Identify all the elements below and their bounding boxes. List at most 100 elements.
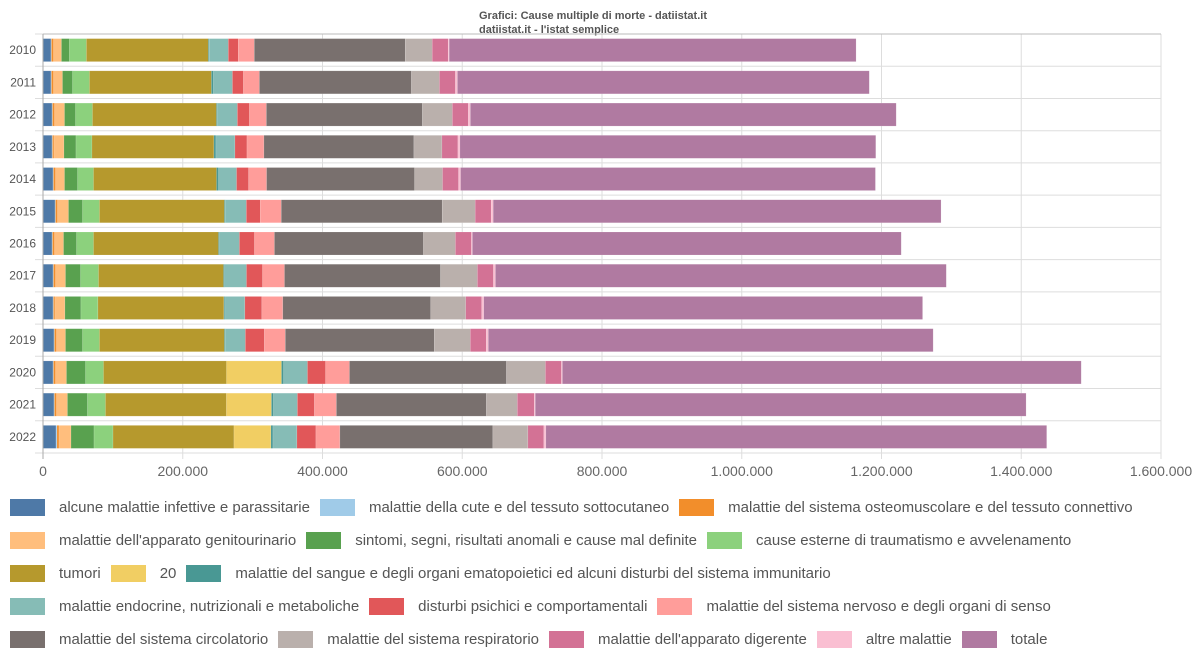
bar-segment[interactable] [273, 393, 297, 416]
bar-segment[interactable] [232, 71, 243, 94]
bar-segment[interactable] [64, 135, 76, 158]
bar-segment[interactable] [562, 361, 1081, 384]
bar-segment[interactable] [254, 39, 405, 62]
bar-segment[interactable] [64, 232, 77, 255]
legend-item[interactable]: disturbi psichici e comportamentali [369, 597, 647, 616]
bar-segment[interactable] [262, 264, 284, 287]
bar-segment[interactable] [431, 296, 466, 319]
bar-segment[interactable] [56, 329, 65, 352]
bar-segment[interactable] [66, 361, 85, 384]
bar-segment[interactable] [482, 296, 484, 319]
bar-segment[interactable] [442, 135, 458, 158]
bar-segment[interactable] [56, 200, 58, 223]
bar-segment[interactable] [56, 393, 67, 416]
bar-segment[interactable] [234, 425, 271, 448]
bar-segment[interactable] [78, 168, 94, 191]
bar-segment[interactable] [43, 296, 53, 319]
bar-segment[interactable] [458, 135, 460, 158]
bar-segment[interactable] [493, 264, 495, 287]
bar-segment[interactable] [43, 168, 53, 191]
bar-segment[interactable] [486, 329, 488, 352]
bar-segment[interactable] [245, 296, 262, 319]
bar-segment[interactable] [472, 232, 901, 255]
bar-segment[interactable] [484, 296, 923, 319]
bar-segment[interactable] [452, 103, 468, 126]
legend-item[interactable]: totale [962, 630, 1048, 649]
bar-segment[interactable] [470, 329, 486, 352]
bar-segment[interactable] [62, 71, 72, 94]
bar-segment[interactable] [43, 393, 54, 416]
bar-segment[interactable] [55, 232, 64, 255]
bar-segment[interactable] [219, 168, 237, 191]
bar-segment[interactable] [56, 361, 67, 384]
bar-segment[interactable] [237, 103, 249, 126]
bar-segment[interactable] [98, 296, 224, 319]
bar-segment[interactable] [449, 39, 856, 62]
bar-segment[interactable] [297, 425, 316, 448]
bar-segment[interactable] [546, 425, 1047, 448]
bar-segment[interactable] [58, 200, 69, 223]
bar-segment[interactable] [271, 393, 273, 416]
bar-segment[interactable] [307, 361, 325, 384]
legend-item[interactable]: malattie del sistema circolatorio [10, 630, 268, 649]
bar-segment[interactable] [59, 425, 71, 448]
bar-segment[interactable] [217, 103, 237, 126]
bar-segment[interactable] [314, 393, 336, 416]
bar-segment[interactable] [43, 200, 55, 223]
bar-segment[interactable] [238, 39, 254, 62]
bar-segment[interactable] [43, 361, 53, 384]
legend-item[interactable]: malattie della cute e del tessuto sottoc… [320, 498, 669, 517]
bar-segment[interactable] [216, 168, 218, 191]
bar-segment[interactable] [459, 168, 461, 191]
bar-segment[interactable] [104, 361, 227, 384]
bar-segment[interactable] [486, 393, 517, 416]
legend-item[interactable]: malattie dell'apparato digerente [549, 630, 807, 649]
bar-segment[interactable] [113, 425, 234, 448]
bar-segment[interactable] [55, 103, 65, 126]
bar-segment[interactable] [94, 232, 219, 255]
bar-segment[interactable] [56, 168, 65, 191]
bar-segment[interactable] [55, 296, 65, 319]
bar-segment[interactable] [455, 232, 471, 255]
legend-item[interactable]: altre malattie [817, 630, 952, 649]
bar-segment[interactable] [495, 264, 946, 287]
bar-segment[interactable] [65, 296, 81, 319]
bar-segment[interactable] [544, 425, 546, 448]
bar-segment[interactable] [545, 361, 561, 384]
bar-segment[interactable] [94, 425, 113, 448]
bar-segment[interactable] [43, 425, 56, 448]
bar-segment[interactable] [209, 39, 228, 62]
bar-segment[interactable] [72, 71, 89, 94]
bar-segment[interactable] [75, 103, 92, 126]
bar-segment[interactable] [92, 103, 216, 126]
bar-segment[interactable] [262, 296, 283, 319]
bar-segment[interactable] [246, 264, 262, 287]
bar-segment[interactable] [284, 264, 440, 287]
bar-segment[interactable] [86, 39, 208, 62]
bar-segment[interactable] [249, 168, 267, 191]
bar-segment[interactable] [69, 200, 83, 223]
bar-segment[interactable] [264, 329, 285, 352]
legend-item[interactable]: 20 [111, 564, 177, 583]
bar-segment[interactable] [219, 232, 239, 255]
bar-segment[interactable] [254, 232, 274, 255]
bar-segment[interactable] [316, 425, 340, 448]
bar-segment[interactable] [440, 264, 477, 287]
bar-segment[interactable] [54, 329, 56, 352]
bar-segment[interactable] [225, 200, 246, 223]
bar-segment[interactable] [77, 232, 94, 255]
bar-segment[interactable] [266, 103, 422, 126]
bar-segment[interactable] [225, 329, 245, 352]
bar-segment[interactable] [506, 361, 545, 384]
bar-segment[interactable] [228, 39, 238, 62]
bar-segment[interactable] [224, 264, 246, 287]
bar-segment[interactable] [405, 39, 432, 62]
legend-item[interactable]: tumori [10, 564, 101, 583]
bar-segment[interactable] [535, 393, 1026, 416]
bar-segment[interactable] [92, 135, 214, 158]
bar-segment[interactable] [211, 71, 213, 94]
bar-segment[interactable] [422, 103, 452, 126]
legend-item[interactable]: malattie del sistema nervoso e degli org… [657, 597, 1050, 616]
bar-segment[interactable] [274, 232, 423, 255]
bar-segment[interactable] [51, 39, 53, 62]
